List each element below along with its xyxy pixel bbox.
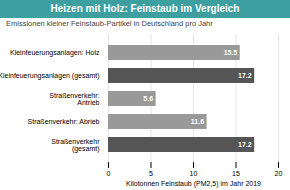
html-text:Emissionen kleiner Feinstaub-P: Emissionen kleiner Feinstaub-Partikel in… (6, 19, 213, 28)
html-text:Heizen mit Holz: Feinstaub im: Heizen mit Holz: Feinstaub im Vergleich (50, 3, 240, 14)
svg-text:20: 20 (275, 170, 283, 177)
svg-text:10: 10 (190, 170, 198, 177)
svg-text:17.2: 17.2 (238, 72, 252, 79)
svg-text:Kilotonnen Feinstaub (PM2,5) i: Kilotonnen Feinstaub (PM2,5) im Jahr 201… (126, 180, 261, 188)
svg-text:Straßenverkehr(gesamt): Straßenverkehr(gesamt) (51, 138, 100, 153)
svg-text:Kleinfeuerungsanlagen: Holz: Kleinfeuerungsanlagen: Holz (10, 49, 100, 57)
svg-text:5.6: 5.6 (143, 95, 153, 102)
svg-text:11.6: 11.6 (191, 118, 204, 125)
svg-text:5: 5 (149, 170, 153, 177)
svg-text:17.2: 17.2 (238, 141, 252, 148)
svg-text:Straßenverkehr: Abrieb: Straßenverkehr: Abrieb (28, 118, 100, 125)
svg-text:15: 15 (232, 170, 240, 177)
svg-text:Straßenverkehr:Antrieb: Straßenverkehr:Antrieb (49, 92, 99, 106)
svg-text:15.5: 15.5 (224, 49, 238, 56)
svg-text:Kleinfeuerungsanlagen (gesamt): Kleinfeuerungsanlagen (gesamt) (0, 72, 100, 80)
svg-text:0: 0 (107, 170, 111, 177)
